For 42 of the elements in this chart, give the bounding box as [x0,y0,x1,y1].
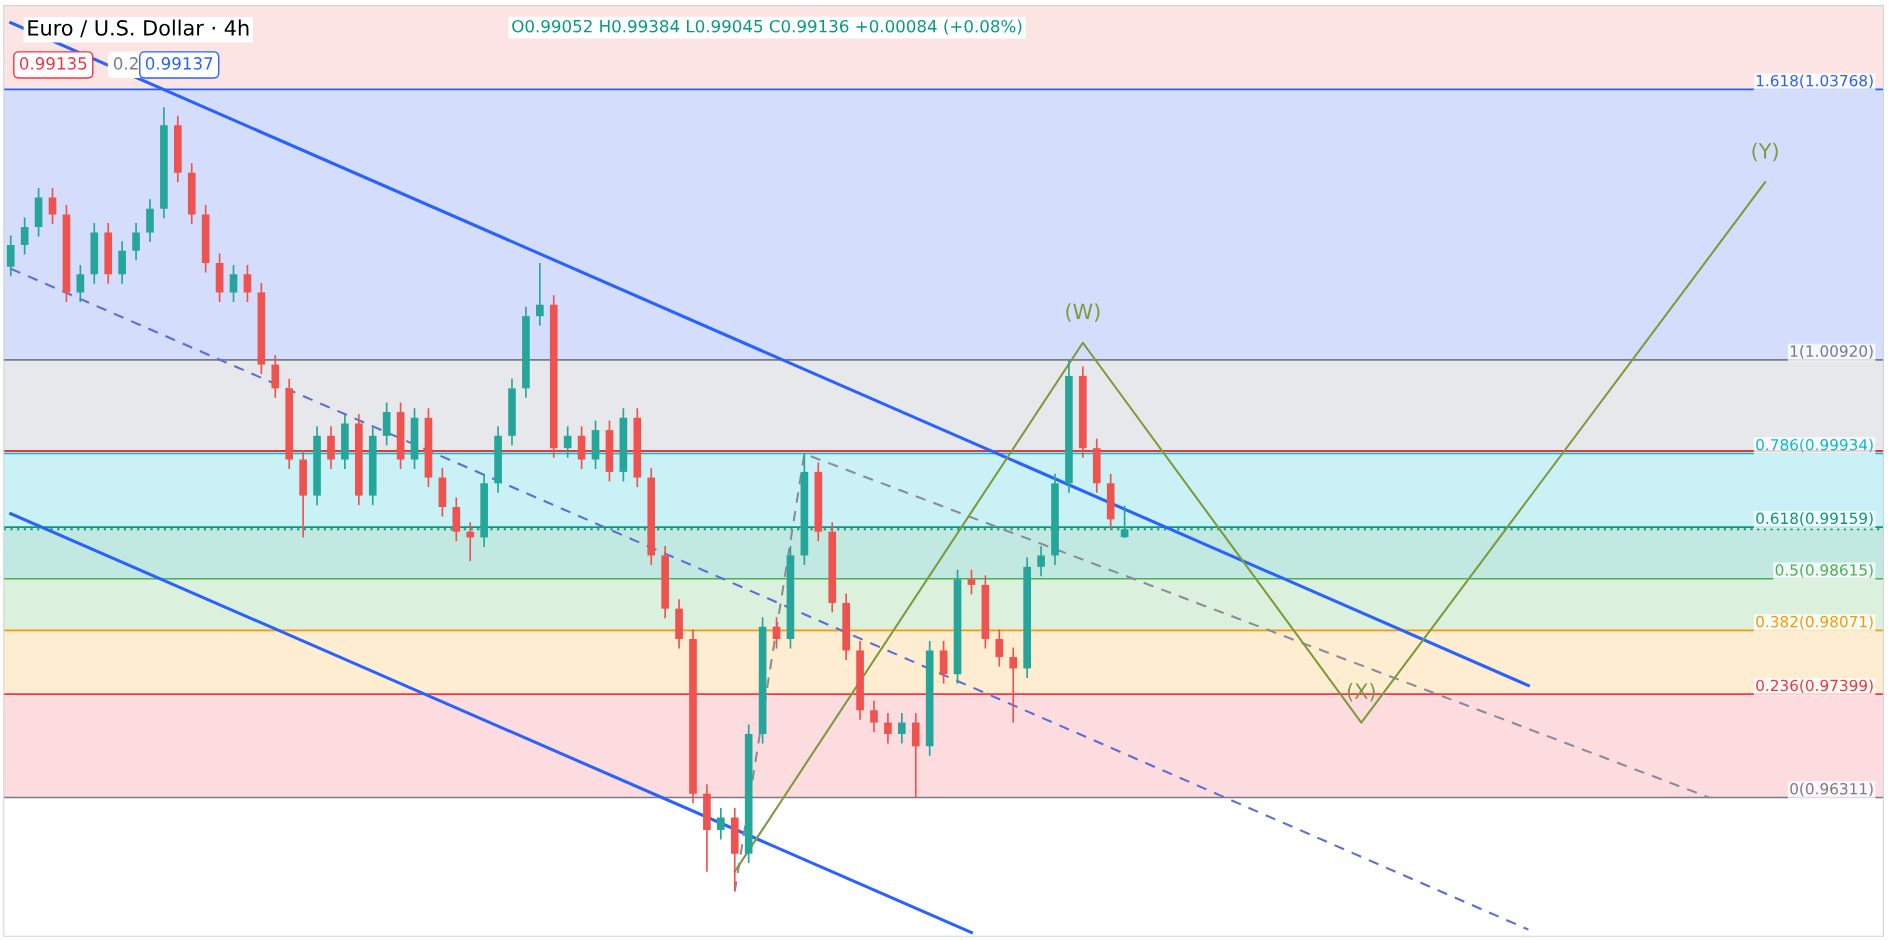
candlestick [1009,646,1018,724]
annotation: 0.2 [113,57,138,70]
ref-line-label: 0.786(0.99934) [1756,438,1873,453]
candlestick [229,264,238,303]
candlestick [466,521,475,562]
candlestick [118,240,126,285]
candlestick [382,401,391,447]
candlestick [6,234,15,278]
candlestick [577,425,586,470]
candlestick [1037,545,1045,578]
candlestick [146,198,154,243]
candlestick [995,628,1004,668]
candlestick [243,264,252,303]
candlestick [271,354,280,399]
candlestick [76,264,85,303]
ref-line-label: 0.236(0.97399) [1756,679,1873,694]
candlestick [536,262,544,327]
candlestick [20,216,29,256]
ref-line-label: 0.618(0.99159) [1756,512,1873,526]
candlestick [911,712,920,799]
ref-line-label: 0.382(0.98071) [1756,615,1873,630]
candlestick [48,187,57,225]
candlestick [132,222,140,261]
ref-line-label: 1.618(1.03768) [1756,74,1873,89]
annotation: 0.99135 [19,57,87,70]
candlestick [967,568,976,596]
data-label: (Y) [1752,142,1778,162]
candlestick [898,712,906,745]
candlestick [884,712,892,745]
candlestick [717,807,725,841]
candlestick [939,640,948,685]
candlestick [563,425,572,459]
candlestick [327,425,335,470]
annotation: 0.99137 [145,57,213,70]
ref-line-label: 0(0.96311) [1790,782,1873,797]
data-label: (W) [1066,303,1100,322]
annotation: O0.99052 H0.99384 L0.99045 C0.99136 +0.00084 (+0.08%) [512,19,1022,35]
ref-line-label: 0.5(0.98615) [1775,563,1873,578]
candlestick [1120,504,1129,539]
ref-line-label: 1(1.00920) [1790,345,1873,359]
candlestick [870,699,878,733]
text: Euro / U.S. Dollar · 4h [28,19,249,38]
